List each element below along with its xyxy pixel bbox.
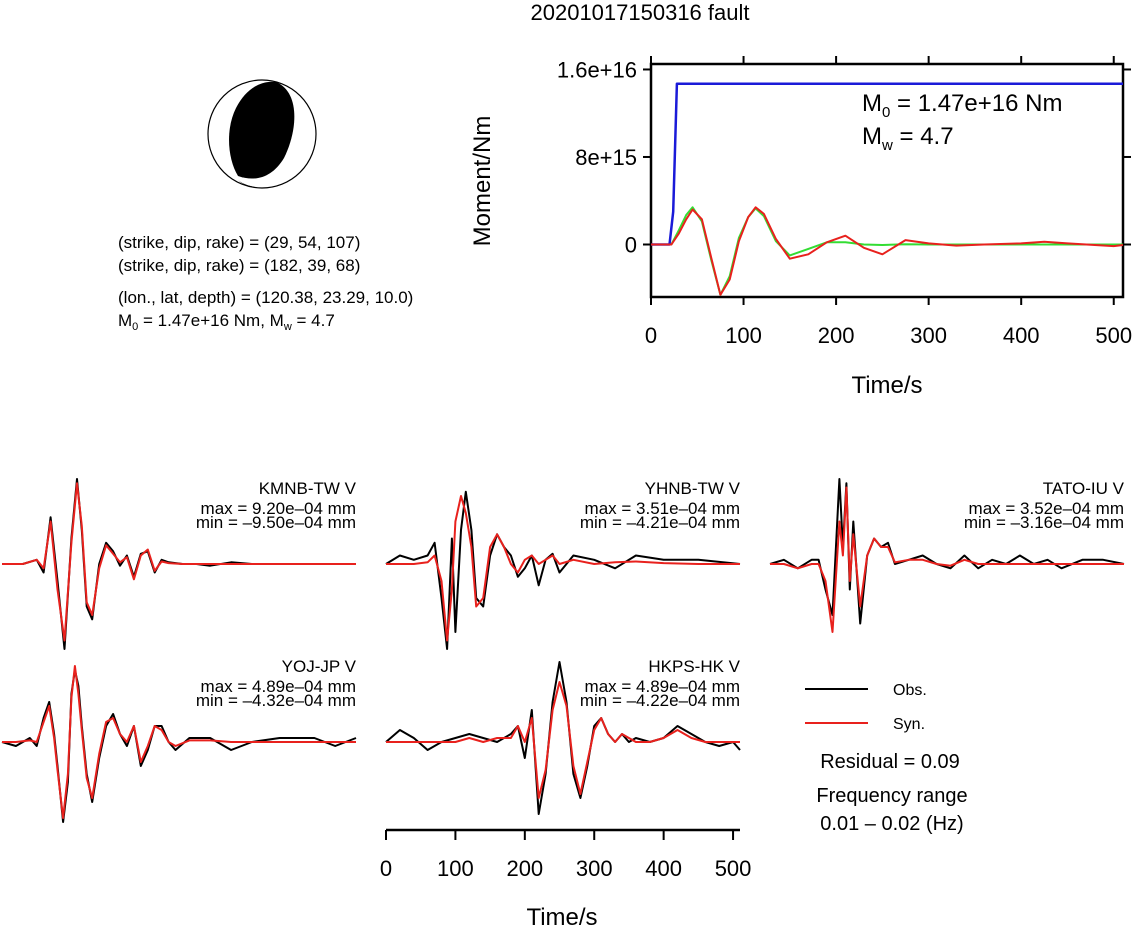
frequency-label: Frequency range	[816, 785, 967, 807]
station-name: YOJ-JP V	[282, 657, 357, 676]
station-name: HKPS-HK V	[648, 657, 740, 676]
station-name: YHNB-TW V	[645, 479, 741, 498]
waveform-xtick-label: 100	[437, 856, 474, 881]
moment-series	[651, 82, 1124, 296]
residual-label: Residual = 0.09	[820, 751, 960, 773]
waveform-syn	[2, 665, 356, 819]
focal-location: (lon., lat, depth) = (120.38, 23.29, 10.…	[118, 288, 413, 307]
moment-ylabel: Moment/Nm	[469, 116, 496, 247]
moment-mw-label: Mw = 4.7	[862, 123, 954, 154]
moment-ytick-label: 1.6e+16	[557, 57, 637, 82]
station-min: min = –4.21e–04 mm	[580, 513, 740, 532]
figure-title: 20201017150316 fault	[531, 0, 750, 25]
waveform-x-ticks: 0 100 200 300 400 500	[380, 830, 752, 881]
moment-xtick-label: 500	[1095, 323, 1132, 348]
moment-y-ticks: 1.6e+16 8e+15 0	[557, 57, 1131, 257]
moment-plot: 1.6e+16 8e+15 0 0 100 200 300 400 500 Moment/Nm…	[469, 56, 1132, 399]
station-max: max = 9.20e–04 mm	[201, 499, 356, 518]
waveform-syn	[386, 495, 740, 642]
station-max: max = 3.51e–04 mm	[585, 499, 740, 518]
moment-ytick-label: 8e+15	[575, 145, 637, 170]
waveform-syn	[770, 486, 1124, 633]
moment-xtick-label: 300	[910, 323, 947, 348]
station-max: max = 3.52e–04 mm	[969, 499, 1124, 518]
station-min: min = –3.16e–04 mm	[964, 513, 1124, 532]
moment-x-ticks: 0 100 200 300 400 500	[645, 56, 1132, 348]
moment-xlabel: Time/s	[851, 372, 922, 399]
station-max: max = 4.89e–04 mm	[585, 677, 740, 696]
moment-xtick-label: 400	[1003, 323, 1040, 348]
waveform-xtick-label: 0	[380, 856, 392, 881]
frequency-value: 0.01 – 0.02 (Hz)	[820, 813, 963, 835]
waveform-time-axis: 0 100 200 300 400 500 Time/s	[380, 828, 752, 927]
waveform-xtick-label: 300	[576, 856, 613, 881]
legend-syn-label: Syn.	[893, 716, 925, 733]
station-min: min = –4.22e–04 mm	[580, 691, 740, 710]
station-min: min = –4.32e–04 mm	[196, 691, 356, 710]
legend-obs-label: Obs.	[893, 682, 927, 699]
moment-xtick-label: 100	[725, 323, 762, 348]
focal-plane-2: (strike, dip, rake) = (182, 39, 68)	[118, 256, 360, 275]
waveform-syn	[2, 482, 356, 642]
waveform-xtick-label: 200	[506, 856, 543, 881]
waveform-xtick-label: 500	[715, 856, 752, 881]
waveform-xlabel: Time/s	[526, 904, 597, 927]
moment-plot-frame	[649, 62, 1125, 299]
moment-m0-label: M0 = 1.47e+16 Nm	[862, 90, 1062, 121]
station-name: KMNB-TW V	[259, 479, 357, 498]
moment-xtick-label: 200	[818, 323, 855, 348]
stf-curve-red	[651, 206, 1124, 296]
waveform-xtick-label: 400	[645, 856, 682, 881]
moment-ytick-label: 0	[625, 232, 637, 257]
focal-magnitude: M0 = 1.47e+16 Nm, Mw = 4.7	[118, 311, 335, 333]
legend: Obs. Syn.	[805, 682, 927, 733]
station-max: max = 4.89e–04 mm	[201, 677, 356, 696]
focal-plane-1: (strike, dip, rake) = (29, 54, 107)	[118, 233, 360, 252]
moment-xtick-label: 0	[645, 323, 657, 348]
waveform-syn	[386, 681, 740, 799]
beachball	[207, 79, 317, 189]
station-name: TATO-IU V	[1043, 479, 1125, 498]
station-min: min = –9.50e–04 mm	[196, 513, 356, 532]
